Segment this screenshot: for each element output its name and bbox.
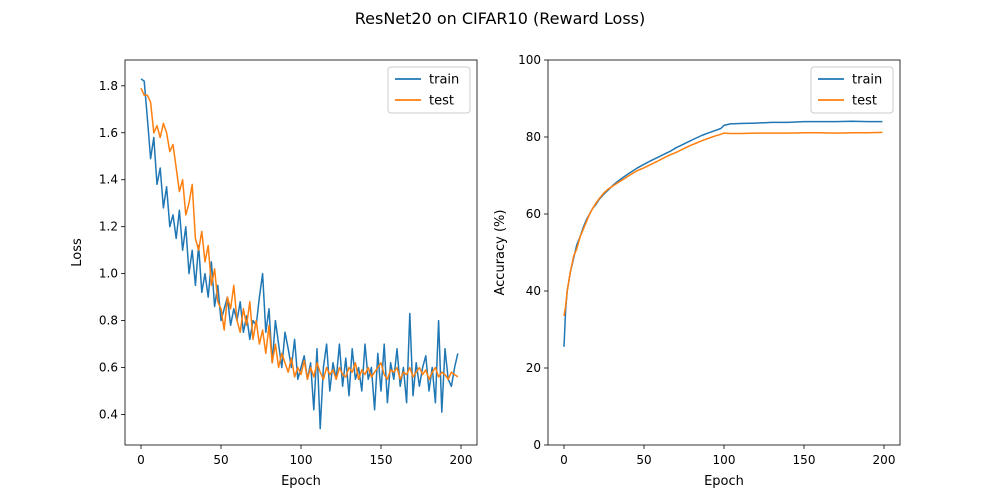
accuracy-ytick-label: 60 xyxy=(526,207,541,221)
loss-ytick-label: 1.4 xyxy=(99,173,118,187)
loss-ytick-label: 1.8 xyxy=(99,79,118,93)
loss-ytick-label: 0.4 xyxy=(99,407,118,421)
loss-xtick-label: 50 xyxy=(213,453,228,467)
accuracy-xtick-label: 150 xyxy=(793,453,816,467)
accuracy-xtick-label: 100 xyxy=(713,453,736,467)
loss-plot-frame xyxy=(124,59,478,446)
loss-legend-test-label: test xyxy=(429,94,454,109)
accuracy-xtick-label: 0 xyxy=(560,453,568,467)
loss-xtick-label: 100 xyxy=(290,453,313,467)
accuracy-legend-train-label: train xyxy=(852,73,882,88)
accuracy-ytick-label: 0 xyxy=(533,438,541,452)
accuracy-series-test-line xyxy=(563,131,883,317)
loss-xlabel: Epoch xyxy=(281,474,321,489)
loss-ytick-label: 1.2 xyxy=(99,220,118,234)
loss-ytick-label: 1.0 xyxy=(99,267,118,281)
loss-ytick-label: 1.6 xyxy=(99,126,118,140)
loss-axes: 0 50 100 150 200 0.4 0.6 0.8 1.0 1.2 1.4 1.6 1.8 Epoc… xyxy=(70,59,478,489)
accuracy-legend-test-label: test xyxy=(852,94,877,109)
accuracy-plot-frame xyxy=(547,59,901,446)
accuracy-ytick-label: 20 xyxy=(526,361,541,375)
accuracy-xtick-label: 200 xyxy=(873,453,896,467)
accuracy-series-train-line xyxy=(563,120,883,347)
accuracy-xlabel: Epoch xyxy=(704,474,744,489)
accuracy-ytick-label: 40 xyxy=(526,284,541,298)
figure-title: ResNet20 on CIFAR10 (Reward Loss) xyxy=(355,9,646,28)
accuracy-ytick-label: 100 xyxy=(518,53,541,67)
accuracy-ylabel: Accuracy (%) xyxy=(493,210,508,296)
loss-ytick-label: 0.6 xyxy=(99,361,118,375)
accuracy-xtick-label: 50 xyxy=(636,453,651,467)
loss-xtick-label: 150 xyxy=(370,453,393,467)
accuracy-axes: 0 50 100 150 200 0 20 40 60 80 100 Epoch Accuracy (%… xyxy=(493,53,901,489)
loss-legend-train-label: train xyxy=(429,73,459,88)
loss-xtick-label: 200 xyxy=(450,453,473,467)
loss-series-train-line xyxy=(140,78,459,430)
loss-ylabel: Loss xyxy=(70,238,85,267)
loss-xtick-label: 0 xyxy=(137,453,145,467)
loss-series-test-line xyxy=(140,87,459,381)
loss-ytick-label: 0.8 xyxy=(99,314,118,328)
accuracy-ytick-label: 80 xyxy=(526,130,541,144)
